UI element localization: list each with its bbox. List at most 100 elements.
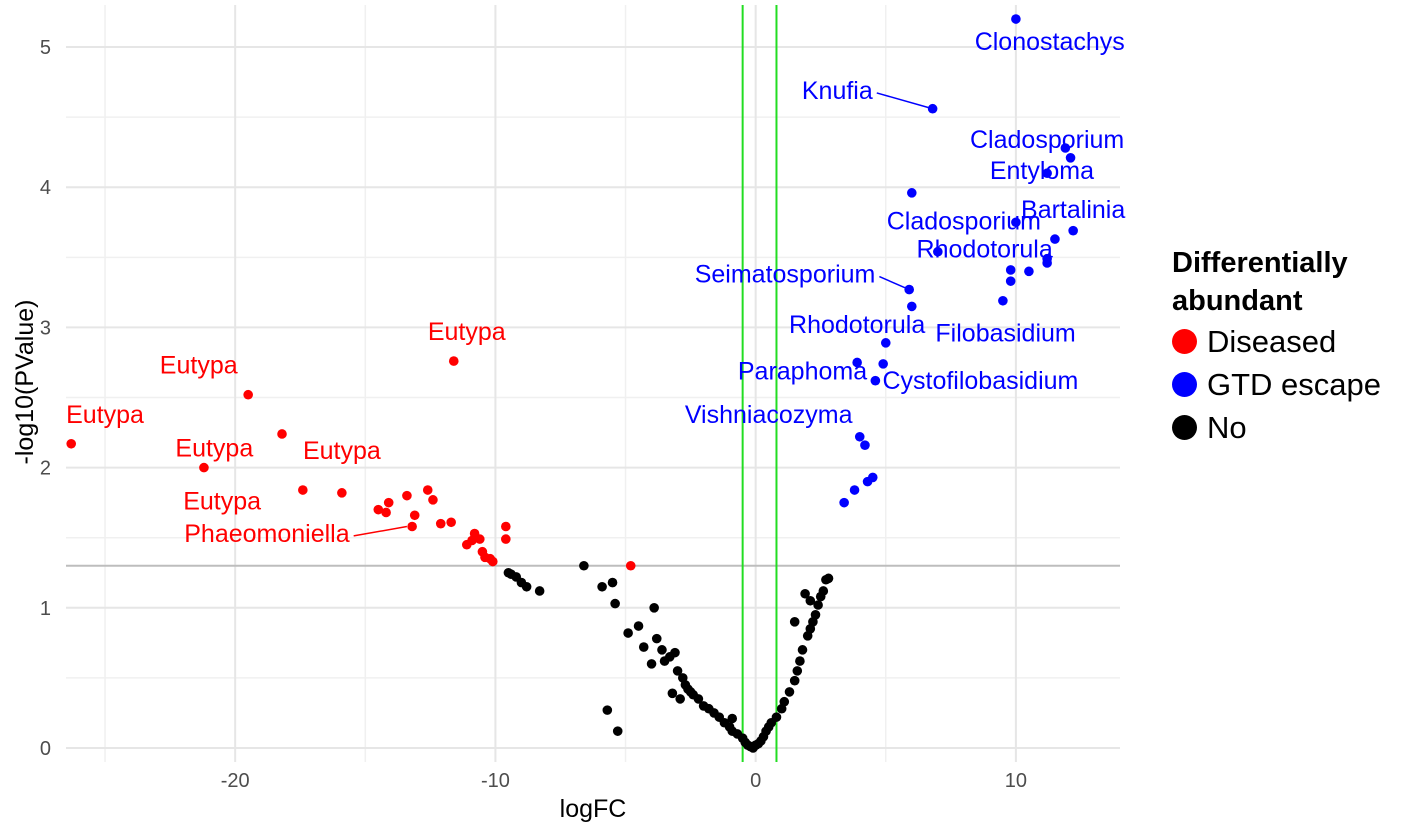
legend: Differentially abundant Diseased GTD esc…	[1172, 244, 1381, 449]
reference-lines	[66, 5, 1120, 762]
point-no	[610, 598, 620, 609]
data-points	[66, 14, 1078, 753]
point-no	[693, 694, 704, 704]
point-diseased	[402, 490, 412, 501]
point-diseased	[409, 510, 420, 521]
point-diseased	[373, 504, 384, 515]
x-tick-label: -10	[481, 770, 510, 792]
legend-title-line-1: Differentially	[1172, 247, 1348, 279]
point-diseased	[422, 485, 433, 495]
point-label: Eutypa	[160, 352, 238, 380]
legend-label-gtd-escape: GTD escape	[1207, 366, 1382, 402]
point-no	[727, 713, 738, 724]
point-gtd-escape	[870, 375, 881, 386]
point-gtd-escape	[1042, 168, 1052, 179]
point-gtd-escape	[860, 440, 870, 450]
point-diseased	[501, 521, 511, 532]
point-label: Seimatosporium	[695, 261, 876, 289]
point-label: Entyloma	[990, 157, 1094, 185]
point-diseased	[488, 556, 498, 567]
point-no	[657, 645, 667, 655]
point-gtd-escape	[1011, 217, 1021, 228]
point-no	[823, 573, 834, 584]
point-label: Paraphoma	[738, 357, 867, 385]
point-gtd-escape	[1005, 265, 1016, 275]
point-no	[805, 595, 816, 606]
point-diseased	[448, 356, 459, 366]
point-label: Eutypa	[66, 401, 144, 429]
point-gtd-escape	[839, 497, 849, 508]
point-diseased	[435, 518, 446, 529]
point-diseased	[625, 560, 636, 571]
point-no	[818, 586, 829, 596]
label-leader-line	[876, 92, 933, 110]
point-gtd-escape	[998, 295, 1008, 306]
point-no	[795, 656, 805, 666]
legend-item-no: No	[1172, 406, 1381, 449]
point-label: Filobasidium	[935, 319, 1075, 347]
point-diseased	[243, 389, 253, 400]
point-no	[534, 586, 545, 596]
point-no	[623, 628, 633, 638]
point-label: Cystofilobasidium	[882, 367, 1078, 395]
x-tick-label: -20	[221, 770, 250, 792]
point-no	[667, 688, 678, 699]
point-label: Rhodotorula	[917, 235, 1053, 263]
point-no	[649, 602, 659, 613]
x-axis-title: logFC	[560, 795, 627, 823]
point-label: Rhodotorula	[789, 311, 925, 339]
point-no	[813, 600, 823, 610]
y-tick-label: 0	[40, 738, 51, 760]
point-gtd-escape	[854, 431, 865, 442]
legend-swatch-no	[1172, 415, 1197, 440]
legend-label-no: No	[1207, 409, 1247, 445]
point-no	[675, 694, 685, 704]
point-gtd-escape	[849, 485, 860, 495]
point-label: Vishniacozyma	[685, 401, 853, 429]
point-no	[672, 666, 683, 676]
point-diseased	[199, 462, 209, 473]
point-no	[602, 705, 613, 715]
axis-ticks: -20 -10 0 10 0 1 2 3 4 5	[40, 37, 1027, 792]
point-label: Eutypa	[175, 434, 253, 462]
point-gtd-escape	[1005, 276, 1016, 286]
point-label: Phaeomoniella	[184, 520, 349, 548]
point-diseased	[474, 534, 485, 544]
point-diseased	[298, 485, 308, 495]
point-diseased	[407, 521, 417, 532]
point-no	[646, 659, 657, 669]
point-no	[651, 633, 662, 644]
point-diseased	[501, 534, 511, 544]
point-no	[784, 687, 795, 697]
label-leader-line	[353, 525, 408, 537]
point-gtd-escape	[1060, 143, 1071, 153]
point-no	[789, 675, 800, 686]
point-no	[771, 712, 782, 722]
point-gtd-escape	[1065, 153, 1076, 163]
point-gtd-escape	[1068, 225, 1078, 236]
point-label: Cladosporium	[887, 207, 1041, 235]
point-no	[789, 617, 800, 627]
point-label: Cladosporium	[970, 126, 1124, 154]
legend-item-gtd-escape: GTD escape	[1172, 363, 1381, 406]
legend-swatch-diseased	[1172, 329, 1197, 354]
y-tick-label: 3	[40, 317, 51, 339]
point-no	[670, 647, 680, 658]
point-no	[633, 621, 644, 631]
legend-title-line-2: abundant	[1172, 285, 1303, 317]
grid-lines	[66, 5, 1120, 762]
point-diseased	[337, 488, 347, 498]
x-tick-label: 0	[750, 770, 761, 792]
point-no	[797, 645, 808, 655]
legend-swatch-gtd-escape	[1172, 372, 1197, 397]
point-gtd-escape	[852, 357, 862, 368]
x-tick-label: 10	[1005, 770, 1027, 792]
point-diseased	[428, 495, 438, 505]
point-no	[607, 577, 618, 588]
point-no	[792, 666, 803, 676]
y-axis-title: -log10(PValue)	[11, 300, 39, 465]
point-diseased	[277, 429, 287, 439]
point-label: Eutypa	[183, 488, 261, 516]
point-no	[579, 560, 589, 571]
point-gtd-escape	[933, 246, 943, 257]
